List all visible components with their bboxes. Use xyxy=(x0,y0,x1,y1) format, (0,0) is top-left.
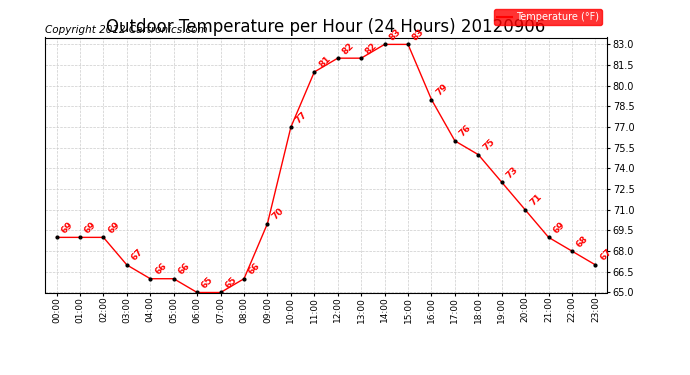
Text: 70: 70 xyxy=(270,206,286,221)
Text: 71: 71 xyxy=(528,192,543,208)
Text: 79: 79 xyxy=(434,82,450,98)
Text: 69: 69 xyxy=(83,220,98,235)
Text: 67: 67 xyxy=(598,248,613,263)
Text: 83: 83 xyxy=(411,27,426,42)
Text: 81: 81 xyxy=(317,55,333,70)
Text: 69: 69 xyxy=(106,220,121,235)
Text: 69: 69 xyxy=(59,220,75,235)
Text: 77: 77 xyxy=(294,110,309,125)
Text: 65: 65 xyxy=(200,275,215,290)
Text: 65: 65 xyxy=(224,275,239,290)
Text: 67: 67 xyxy=(130,248,145,263)
Legend: Temperature (°F): Temperature (°F) xyxy=(494,9,602,25)
Text: 66: 66 xyxy=(153,261,168,276)
Text: 66: 66 xyxy=(177,261,192,276)
Text: 68: 68 xyxy=(575,234,590,249)
Title: Outdoor Temperature per Hour (24 Hours) 20120906: Outdoor Temperature per Hour (24 Hours) … xyxy=(106,18,546,36)
Text: 69: 69 xyxy=(551,220,566,235)
Text: Copyright 2012 Cartronics.com: Copyright 2012 Cartronics.com xyxy=(45,25,208,35)
Text: 73: 73 xyxy=(504,165,520,180)
Text: 82: 82 xyxy=(341,41,356,56)
Text: 83: 83 xyxy=(387,27,402,42)
Text: 75: 75 xyxy=(481,137,496,153)
Text: 66: 66 xyxy=(247,261,262,276)
Text: 76: 76 xyxy=(457,123,473,139)
Text: 82: 82 xyxy=(364,41,379,56)
